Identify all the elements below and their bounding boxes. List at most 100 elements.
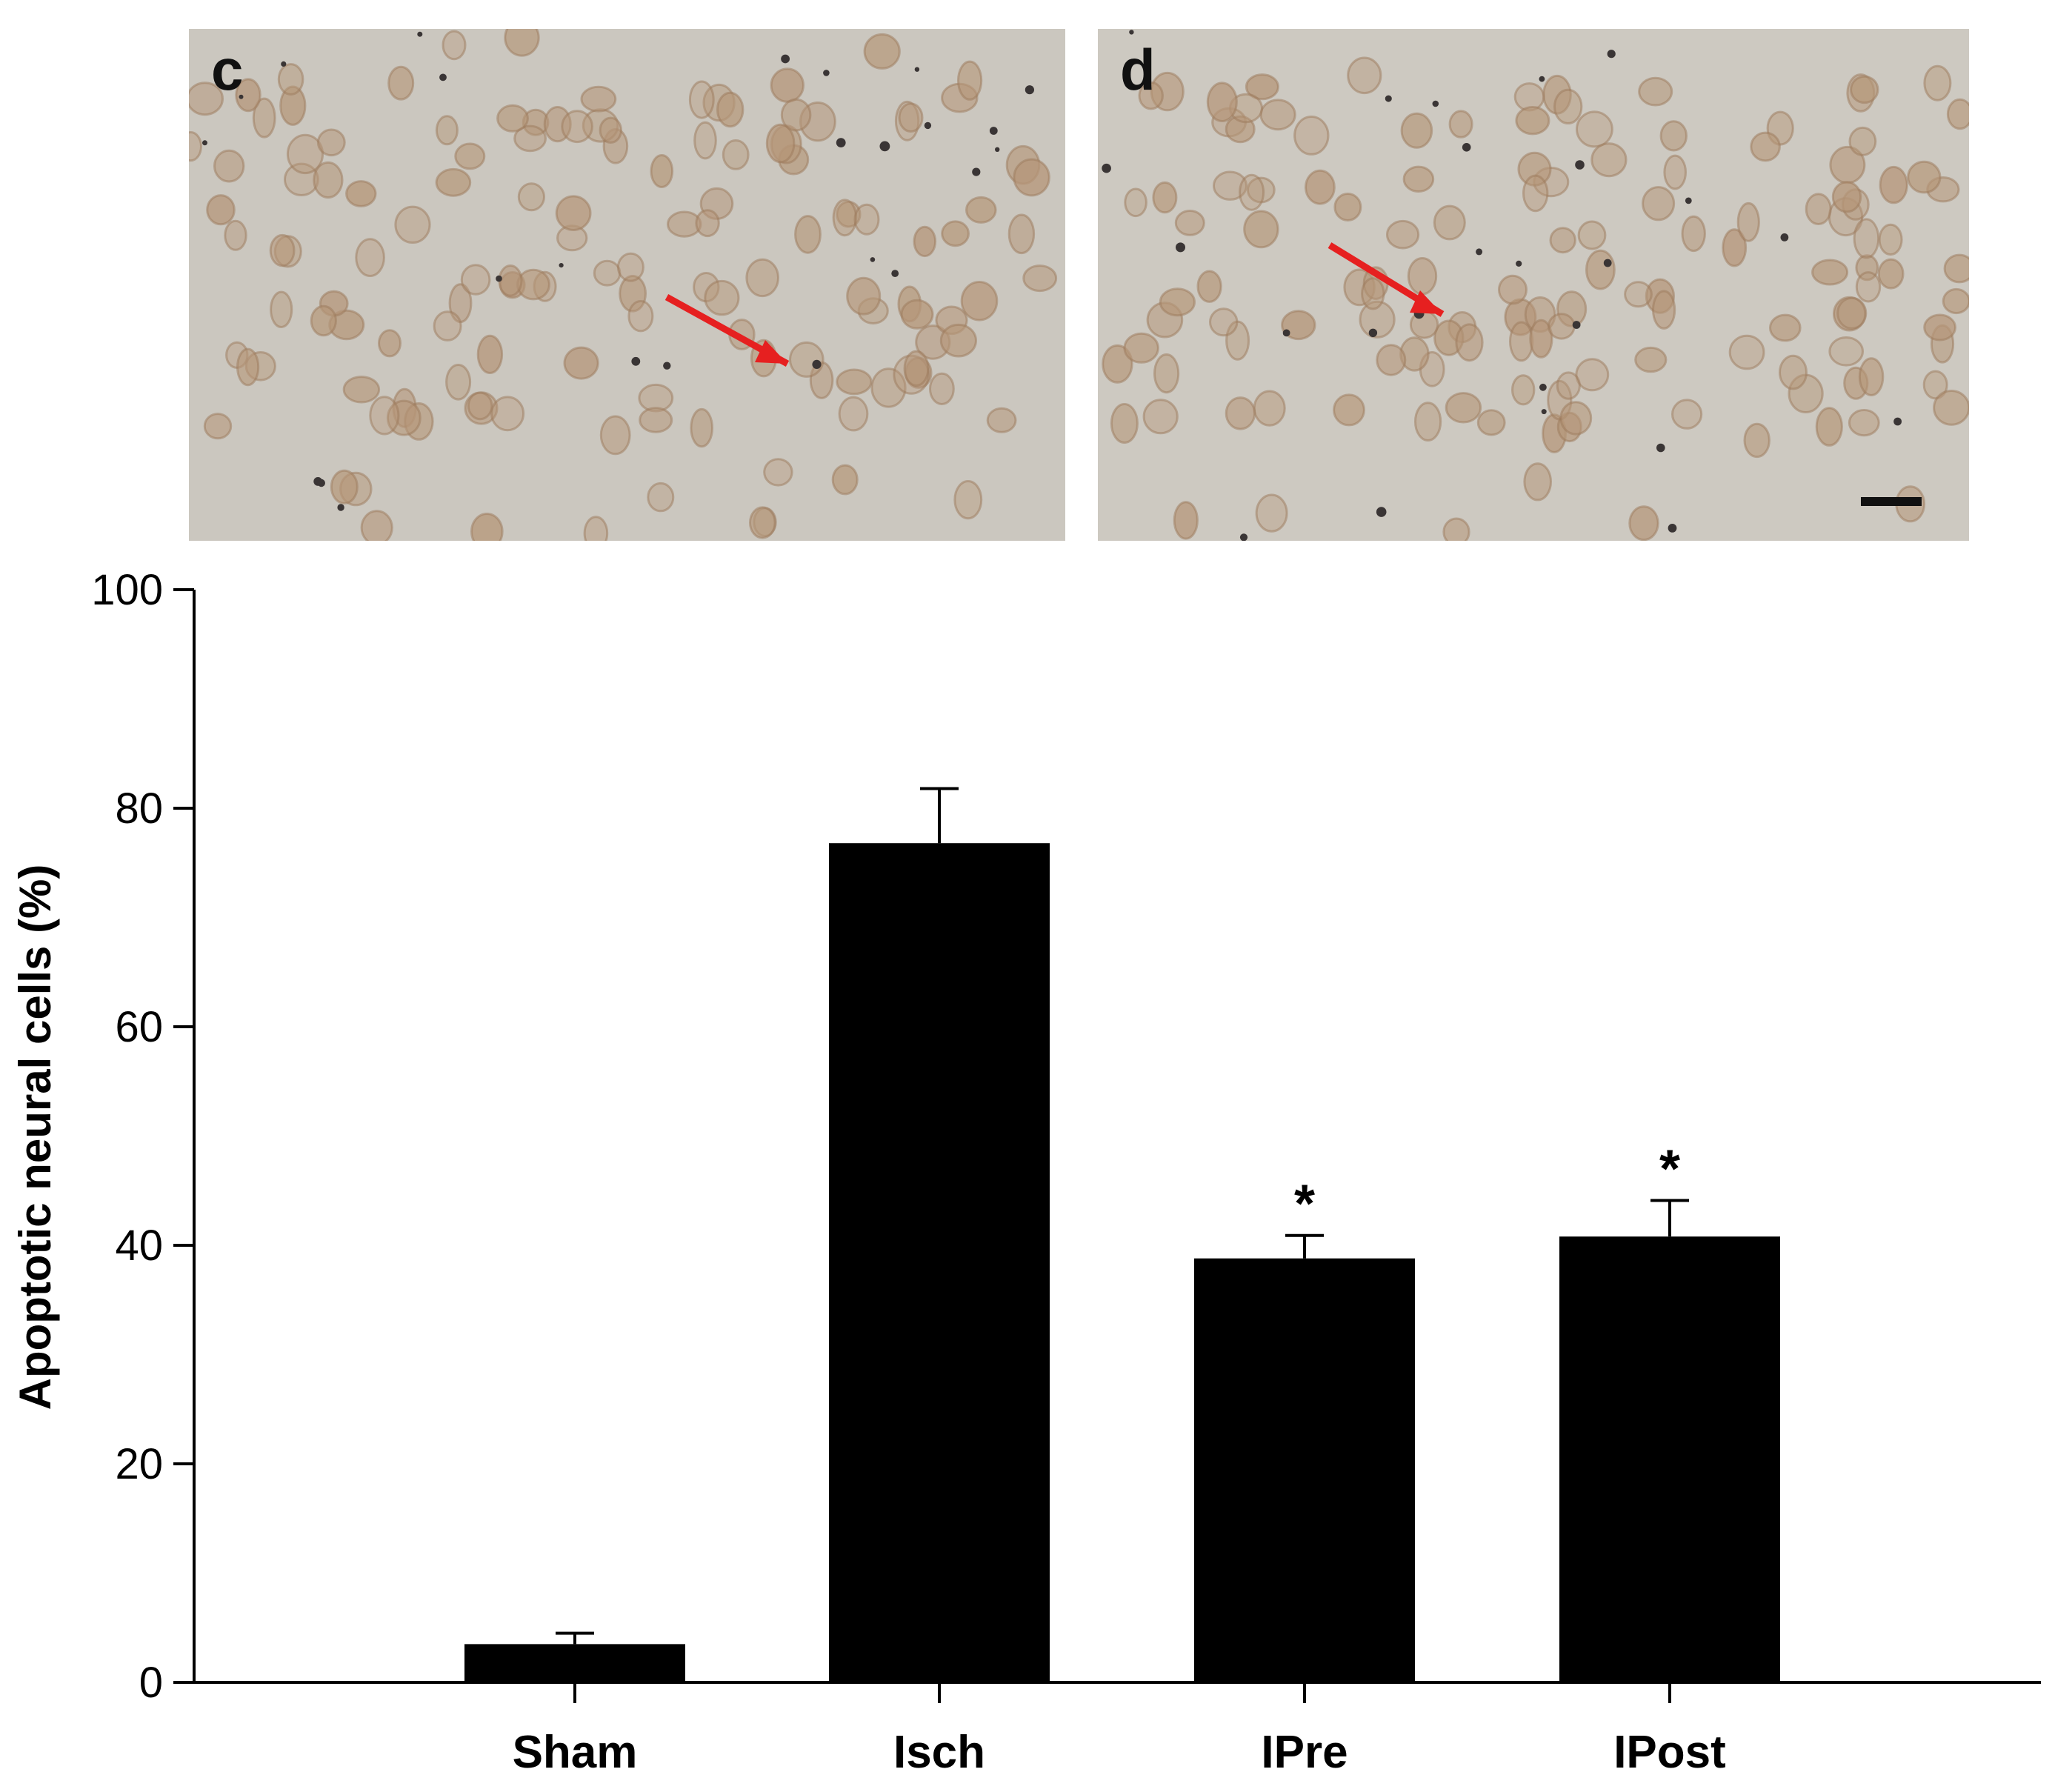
cell-nucleus	[1159, 287, 1196, 317]
cell-nucleus	[1414, 402, 1442, 442]
cell-nucleus	[647, 482, 675, 513]
cell-nucleus	[1828, 336, 1865, 367]
y-tick-label: 100	[91, 566, 163, 614]
cell-nucleus	[627, 300, 654, 333]
cell-nucleus	[1517, 151, 1552, 187]
cell-nucleus	[716, 91, 744, 128]
cell-nucleus	[369, 396, 400, 436]
dark-speck	[1656, 443, 1665, 453]
dark-speck	[496, 275, 502, 282]
cell-nucleus	[1750, 131, 1781, 162]
cell-nucleus	[1245, 73, 1279, 101]
dark-speck	[1893, 417, 1902, 426]
dark-speck	[663, 362, 671, 370]
cell-nucleus	[1209, 307, 1239, 337]
cell-nucleus	[960, 281, 999, 322]
cell-nucleus	[1152, 181, 1178, 214]
cell-nucleus	[435, 115, 459, 146]
cell-nucleus	[863, 33, 901, 70]
cell-nucleus	[1293, 115, 1330, 156]
micrograph-panel-c: c	[189, 29, 1065, 541]
cell-nucleus	[1722, 228, 1748, 267]
bar-ipost	[1559, 1236, 1780, 1682]
x-tick-label: Isch	[893, 1727, 985, 1778]
cell-nucleus	[831, 464, 859, 496]
cell-nucleus	[496, 104, 529, 133]
dark-speck	[1603, 259, 1612, 267]
cell-nucleus	[1138, 81, 1164, 110]
cell-nucleus	[853, 203, 880, 236]
dark-speck	[337, 504, 344, 511]
cell-nucleus	[555, 195, 592, 231]
dark-speck	[995, 147, 1000, 152]
cell-nucleus	[838, 396, 869, 432]
cell-nucleus	[913, 225, 937, 258]
dark-speck	[1025, 85, 1034, 95]
cell-nucleus	[794, 215, 822, 254]
cell-nucleus	[1359, 300, 1396, 339]
cell-nucleus	[1407, 257, 1438, 296]
cell-nucleus	[1022, 264, 1058, 293]
cell-nucleus	[513, 124, 547, 153]
cell-nucleus	[1576, 110, 1613, 148]
cell-nucleus	[965, 196, 997, 224]
cell-nucleus	[1153, 353, 1180, 394]
cell-nucleus	[235, 78, 262, 113]
cell-nucleus	[1333, 393, 1365, 427]
cell-nucleus	[1855, 271, 1882, 303]
y-tick-label: 60	[115, 1003, 163, 1051]
significance-marker: *	[1659, 1140, 1680, 1199]
dark-speck	[1239, 533, 1248, 541]
dark-speck	[1539, 76, 1545, 82]
panel-d-label: d	[1120, 37, 1156, 102]
cell-nucleus	[1123, 332, 1159, 364]
cell-nucleus	[953, 480, 983, 520]
cell-nucleus	[1556, 371, 1581, 400]
cell-nucleus	[189, 131, 202, 162]
cell-nucleus	[1681, 215, 1706, 253]
y-tick-label: 40	[115, 1222, 163, 1270]
cell-nucleus	[1671, 399, 1703, 430]
cell-nucleus	[749, 506, 776, 539]
cell-nucleus	[870, 367, 907, 408]
cell-nucleus	[1878, 223, 1903, 256]
cell-nucleus	[1529, 319, 1553, 359]
cell-nucleus	[1577, 220, 1607, 250]
cell-nucleus	[1585, 249, 1616, 290]
dark-speck	[1282, 329, 1290, 337]
dark-speck	[836, 138, 846, 148]
cell-nucleus	[986, 407, 1017, 433]
cell-nucleus	[1553, 88, 1583, 125]
cell-nucleus	[1448, 110, 1473, 139]
cell-nucleus	[1243, 210, 1279, 249]
cell-nucleus	[387, 65, 415, 101]
cell-nucleus	[1213, 170, 1247, 201]
cell-nucleus	[206, 194, 236, 226]
dark-speck	[891, 270, 899, 277]
cell-nucleus	[599, 116, 622, 144]
cell-nucleus	[1174, 210, 1205, 236]
dark-speck	[879, 141, 890, 152]
cell-nucleus	[1652, 290, 1676, 330]
cell-nucleus	[1347, 56, 1382, 95]
bar-ipre	[1194, 1258, 1415, 1682]
cell-nucleus	[1779, 354, 1808, 390]
cell-nucleus	[1877, 258, 1905, 290]
cell-nucleus	[1805, 193, 1832, 225]
cell-nucleus	[1102, 344, 1133, 384]
micrograph-c-image	[189, 29, 1065, 541]
cell-nucleus	[846, 276, 882, 316]
cell-nucleus	[270, 290, 293, 328]
cell-nucleus	[1590, 142, 1628, 178]
cell-nucleus	[1548, 313, 1576, 340]
cell-nucleus	[310, 304, 337, 337]
chart-bars: **	[464, 787, 1780, 1682]
dark-speck	[914, 67, 920, 72]
cell-nucleus	[394, 205, 431, 244]
cell-nucleus	[1659, 120, 1688, 152]
cell-nucleus	[780, 98, 812, 132]
cell-nucleus	[650, 154, 674, 188]
cell-nucleus	[900, 299, 934, 330]
cell-nucleus	[1923, 64, 1952, 101]
